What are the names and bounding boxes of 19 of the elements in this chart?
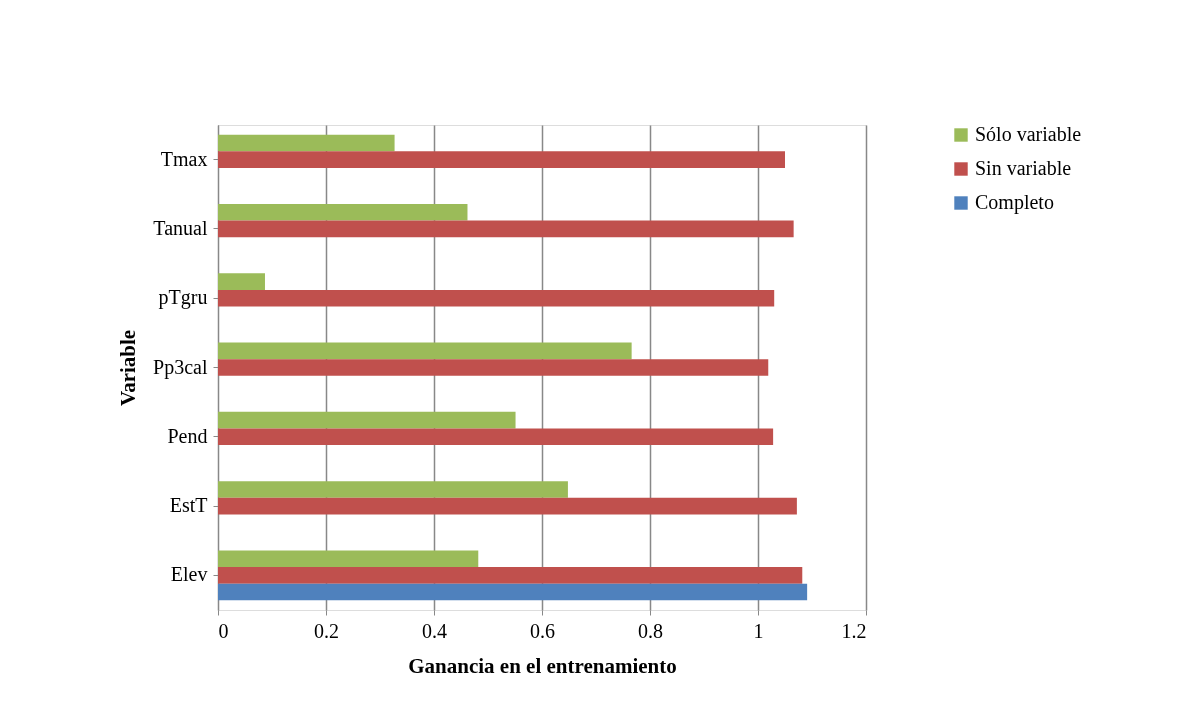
y-axis-title: Variable [116, 329, 141, 407]
x-tick-label: 1 [753, 619, 764, 642]
x-tick-label: 1.2 [841, 619, 867, 642]
x-tick-label: 0 [218, 619, 229, 642]
y-tick-label: Elev [170, 563, 208, 586]
x-tick-label: 0.2 [314, 619, 339, 642]
y-tick-label: Tmax [160, 147, 208, 170]
legend-label: Completo [975, 191, 1054, 214]
legend-label: Sin variable [975, 157, 1072, 179]
x-tick-label: 0.4 [422, 619, 447, 642]
y-tick-label: pTgru [158, 286, 208, 310]
y-tick-label: EstT [169, 494, 208, 517]
x-axis-title: Ganancia en el entrenamiento [408, 653, 677, 678]
y-tick-label: Tanual [153, 216, 208, 239]
y-tick-label: Pend [167, 424, 208, 447]
y-tick-label: Pp3cal [153, 355, 208, 379]
x-tick-label: 0.8 [638, 619, 663, 642]
legend-label: Sólo variable [975, 123, 1082, 145]
x-tick-label: 0.6 [530, 619, 555, 642]
